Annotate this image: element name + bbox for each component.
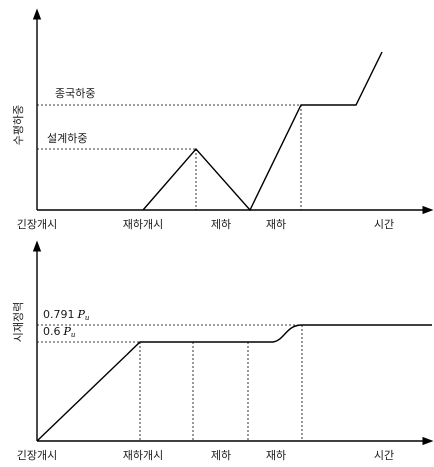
top-x-label-unload: 제하 <box>211 217 231 231</box>
top-load-curve <box>142 51 383 212</box>
top-ultimate-load-label: 종국하중 <box>55 86 95 100</box>
top-x-label-reload: 재하 <box>266 217 286 231</box>
bottom-x-label-unload: 제하 <box>211 448 231 462</box>
bottom-x-label-reload: 재하 <box>266 448 286 462</box>
top-x-label-time: 시간 <box>374 218 394 231</box>
top-x-label-start: 긴장개시 <box>17 218 57 231</box>
bottom-x-label-start: 긴장개시 <box>17 449 57 462</box>
bottom-chart: 시재정력 0.791 Pu 0.6 Pu 긴장개시 재하개시 제하 재하 시간 <box>12 240 434 462</box>
top-design-load-label: 설계하중 <box>47 131 87 145</box>
top-chart: 수평하중 종국하중 설계하중 긴장개시 재하개시 제하 재하 시간 <box>11 8 434 231</box>
bottom-x-label-time: 시간 <box>374 449 394 462</box>
bottom-low-level-label: 0.6 Pu <box>43 325 76 339</box>
bottom-force-curve <box>36 324 432 442</box>
bottom-y-label: 시재정력 <box>12 302 25 342</box>
top-x-label-loading-start: 재하개시 <box>123 217 163 231</box>
bottom-high-level-label: 0.791 Pu <box>43 308 90 322</box>
top-y-label: 수평하중 <box>11 105 25 145</box>
bottom-x-label-loading-start: 재하개시 <box>123 448 163 462</box>
